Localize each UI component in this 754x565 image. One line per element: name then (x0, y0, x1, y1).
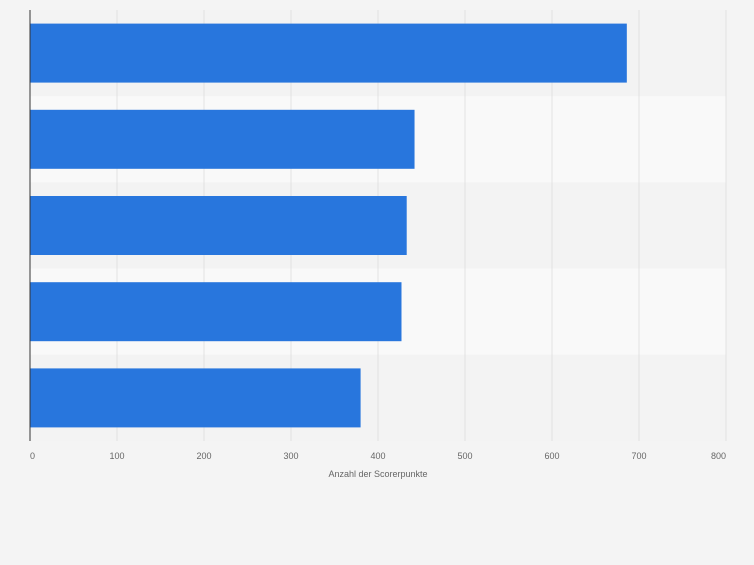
x-tick-label: 600 (544, 451, 559, 461)
x-tick-label: 0 (30, 451, 35, 461)
x-tick-labels: 0 100 200 300 400 500 600 700 800 (30, 451, 726, 461)
x-tick-label: 700 (631, 451, 646, 461)
x-tick-label: 400 (370, 451, 385, 461)
bar[interactable] (30, 368, 361, 428)
x-tick-label: 500 (457, 451, 472, 461)
bar[interactable] (30, 109, 415, 169)
bars (30, 23, 627, 428)
x-tick-label: 100 (109, 451, 124, 461)
x-tick-label: 200 (196, 451, 211, 461)
x-tick-label: 800 (711, 451, 726, 461)
bar[interactable] (30, 23, 627, 83)
bar[interactable] (30, 196, 407, 255)
x-tick-label: 300 (283, 451, 298, 461)
bar[interactable] (30, 282, 402, 342)
x-axis-title: Anzahl der Scorerpunkte (328, 469, 427, 479)
